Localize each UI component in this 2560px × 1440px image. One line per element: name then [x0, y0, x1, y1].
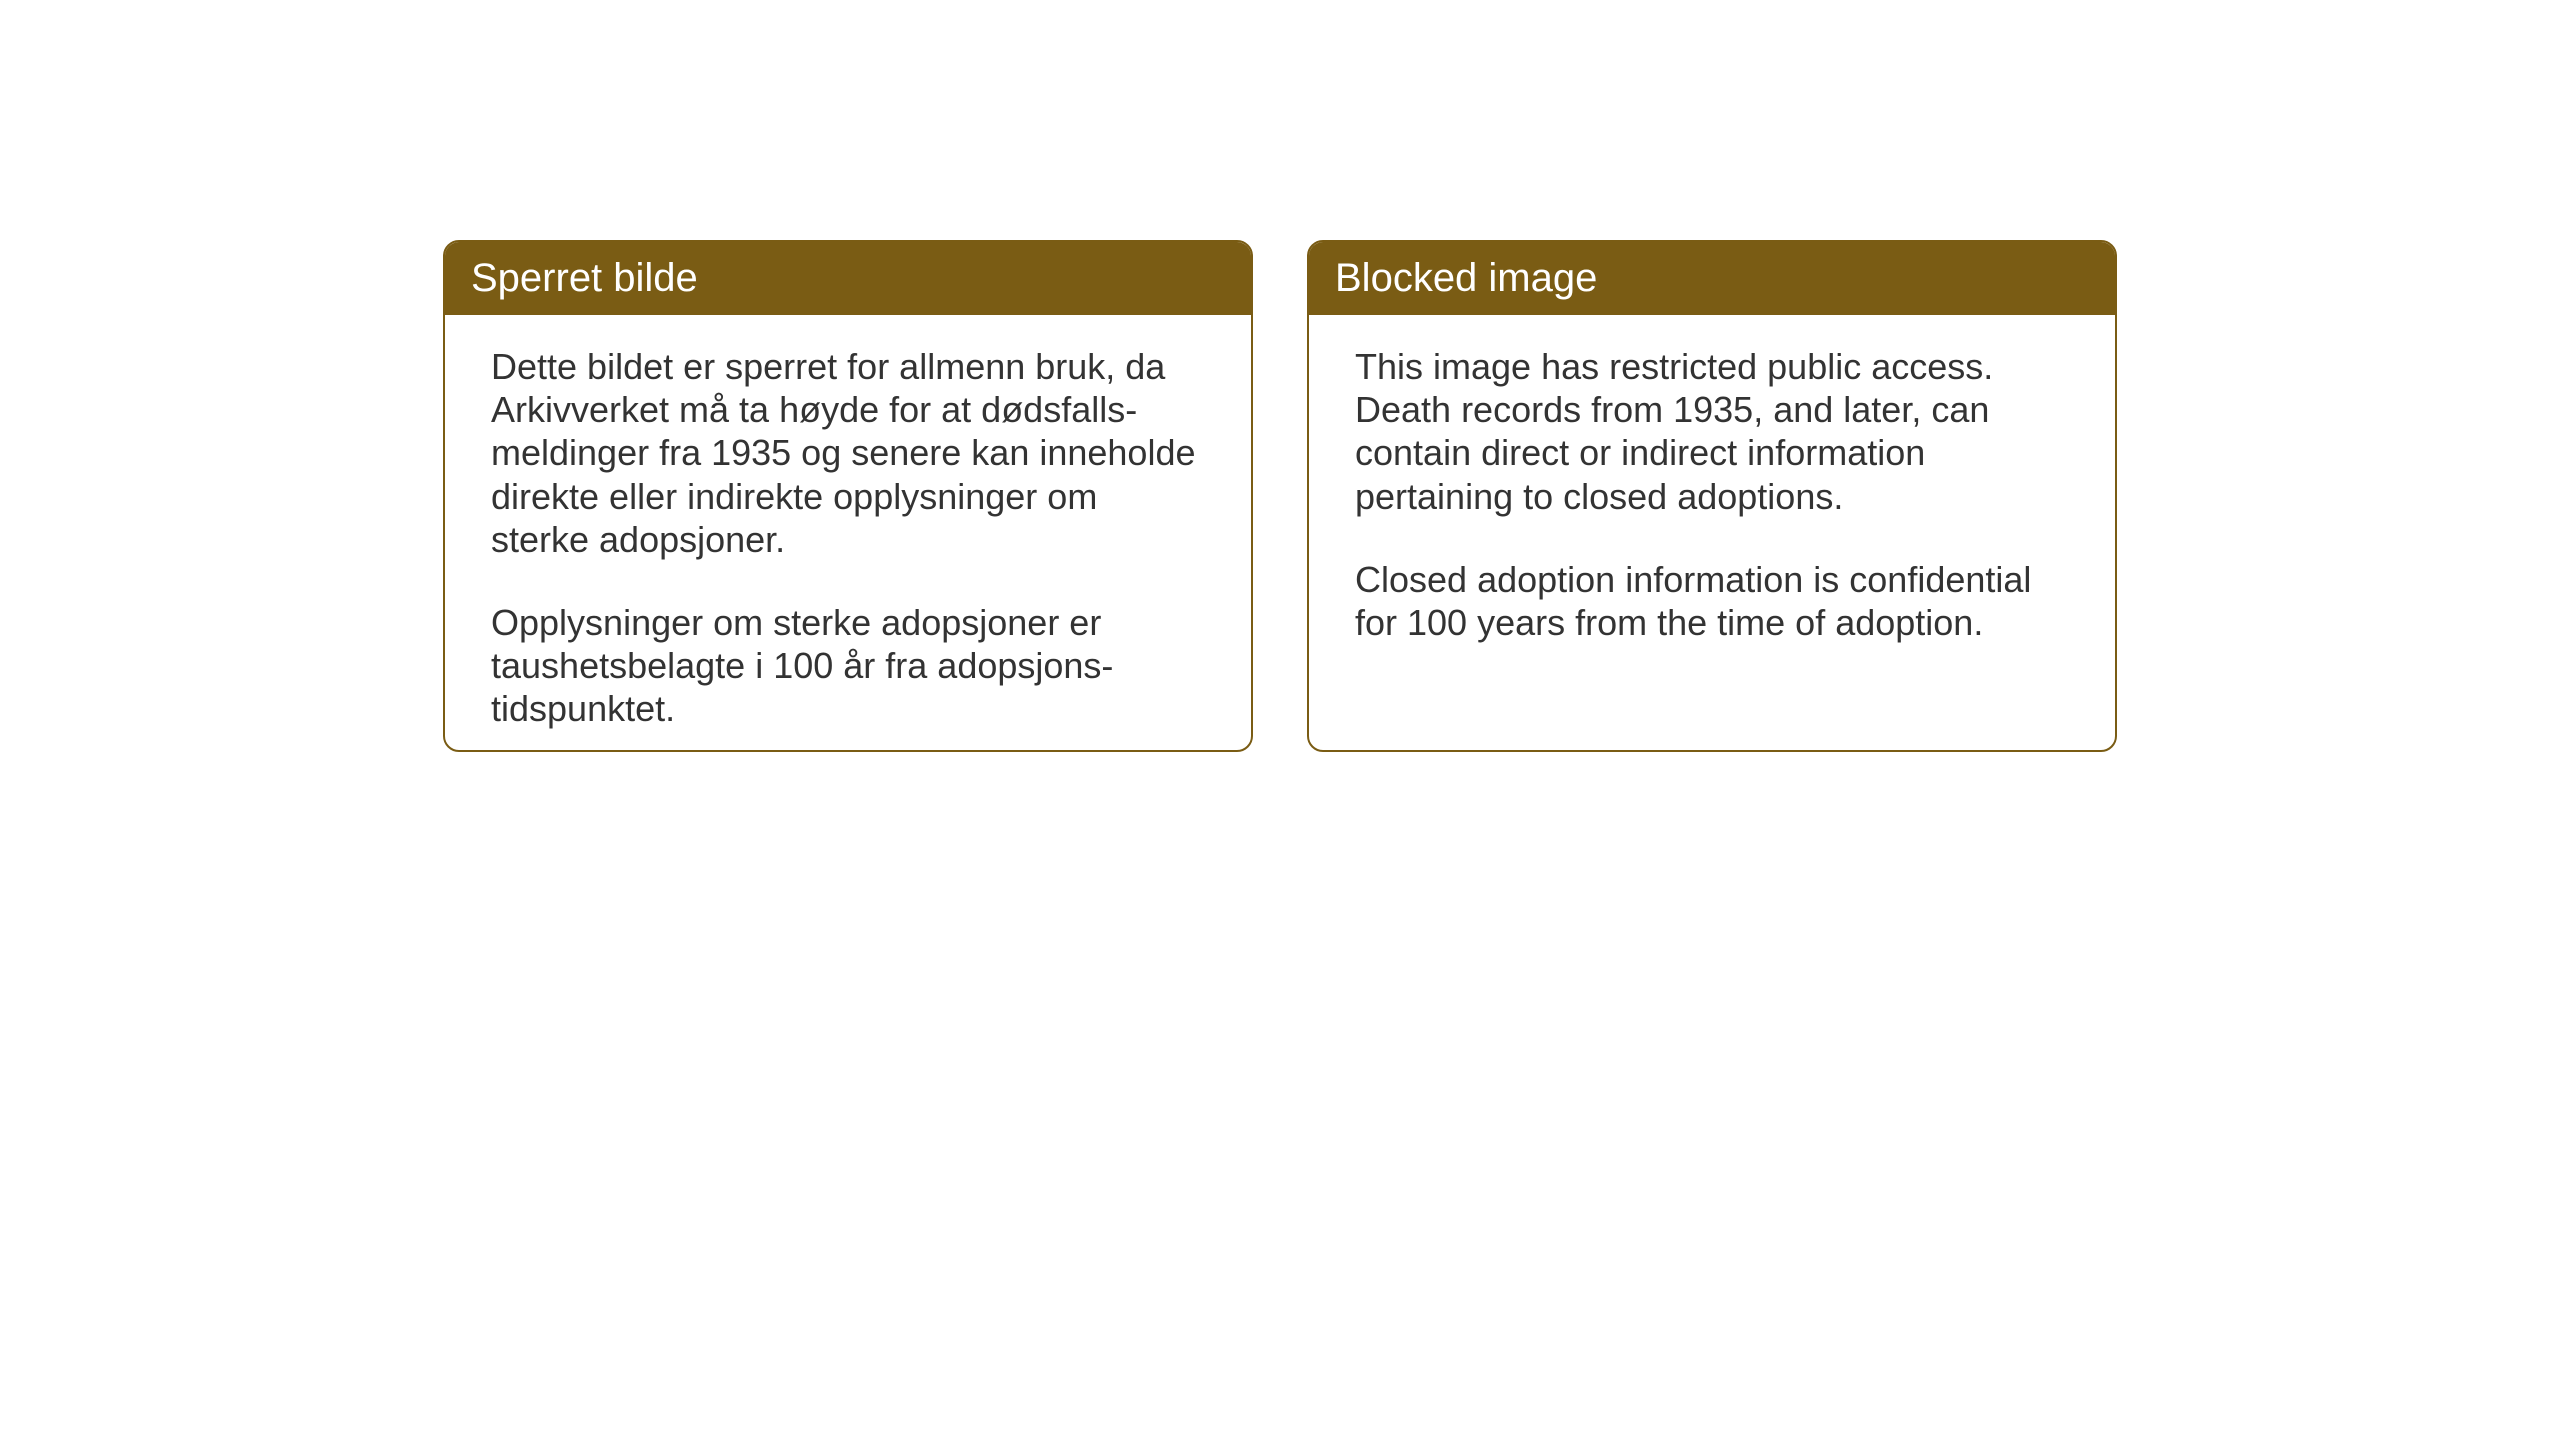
english-notice-body: This image has restricted public access.…	[1309, 315, 2115, 674]
english-notice-box: Blocked image This image has restricted …	[1307, 240, 2117, 752]
english-notice-title: Blocked image	[1309, 242, 2115, 315]
english-paragraph-2: Closed adoption information is confident…	[1355, 558, 2069, 644]
notice-container: Sperret bilde Dette bildet er sperret fo…	[443, 240, 2117, 752]
norwegian-notice-box: Sperret bilde Dette bildet er sperret fo…	[443, 240, 1253, 752]
norwegian-notice-title: Sperret bilde	[445, 242, 1251, 315]
english-paragraph-1: This image has restricted public access.…	[1355, 345, 2069, 518]
norwegian-notice-body: Dette bildet er sperret for allmenn bruk…	[445, 315, 1251, 752]
norwegian-paragraph-2: Opplysninger om sterke adopsjoner er tau…	[491, 601, 1205, 731]
norwegian-paragraph-1: Dette bildet er sperret for allmenn bruk…	[491, 345, 1205, 561]
